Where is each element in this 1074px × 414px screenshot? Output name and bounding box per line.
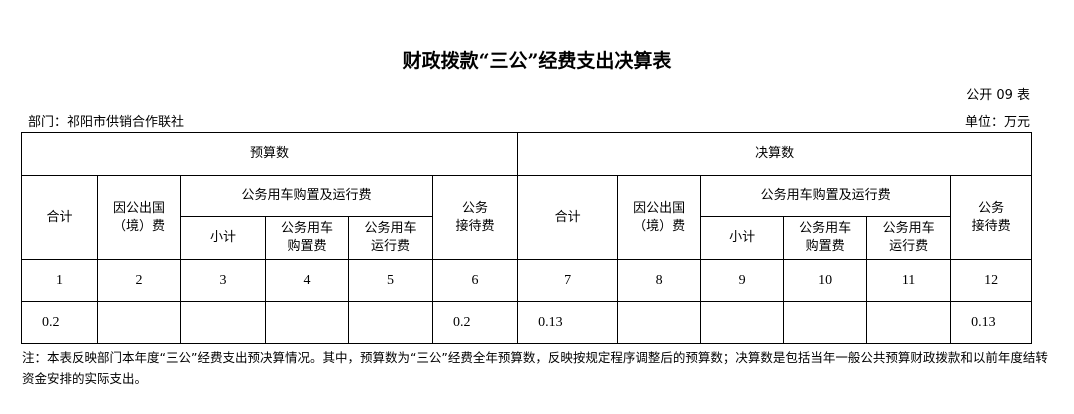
header-vehicle: 公务用车购置及运行费	[700, 175, 952, 217]
value-cell	[348, 301, 433, 344]
col-number: 11	[866, 259, 952, 302]
value-cell	[97, 301, 181, 344]
header-purchase: 公务用车 购置费	[783, 216, 868, 260]
header-abroad: 因公出国 （境）费	[617, 175, 702, 260]
header-subtotal: 小计	[180, 216, 266, 260]
value-cell	[617, 301, 702, 344]
value-cell: 0.13	[517, 301, 619, 344]
value-cell	[180, 301, 266, 344]
form-code: 公开 09 表	[966, 88, 1030, 103]
value-cell	[700, 301, 785, 344]
value-cell: 0.2	[431, 301, 519, 344]
value-cell: 0.13	[950, 301, 1033, 344]
header-purchase: 公务用车 购置费	[265, 216, 349, 260]
expense-table: 预算数 决算数 合计 因公出国 （境）费 公务用车购置及运行费 公务 接待费 合计 …	[20, 132, 1033, 344]
col-number: 5	[348, 259, 433, 302]
header-abroad: 因公出国 （境）费	[97, 175, 181, 260]
header-vehicle: 公务用车购置及运行费	[180, 175, 433, 217]
header-total: 合计	[517, 175, 619, 260]
header-operate: 公务用车 运行费	[348, 216, 433, 260]
value-cell: 0.2	[21, 301, 98, 344]
unit-label: 单位：万元	[964, 115, 1030, 130]
table-row: 0.2 0.2 0.13 0.13	[21, 301, 1033, 344]
page-title: 财政拨款“三公”经费支出决算表	[402, 50, 672, 72]
col-number: 9	[700, 259, 785, 302]
col-number: 3	[180, 259, 266, 302]
value-cell	[265, 301, 349, 344]
col-number: 12	[950, 259, 1033, 302]
col-number: 8	[617, 259, 702, 302]
column-number-row: 1 2 3 4 5 6 7 8 9 10 11 12	[21, 259, 1033, 302]
header-operate: 公务用车 运行费	[866, 216, 952, 260]
col-number: 6	[431, 259, 519, 302]
value-cell	[866, 301, 952, 344]
col-number: 1	[21, 259, 98, 302]
footnote: 注：本表反映部门本年度“三公”经费支出预决算情况。其中，预算数为“三公”经费全年…	[22, 350, 1048, 386]
col-number: 2	[97, 259, 181, 302]
header-reception: 公务 接待费	[431, 175, 519, 260]
department-label: 部门：祁阳市供销合作联社	[28, 115, 185, 130]
budget-group-header: 预算数	[20, 132, 519, 176]
col-number: 10	[783, 259, 868, 302]
col-number: 7	[517, 259, 619, 302]
final-group-header: 决算数	[517, 132, 1033, 176]
header-subtotal: 小计	[700, 216, 785, 260]
value-cell	[783, 301, 868, 344]
col-number: 4	[265, 259, 349, 302]
header-total: 合计	[21, 175, 98, 260]
header-reception: 公务 接待费	[950, 175, 1033, 260]
